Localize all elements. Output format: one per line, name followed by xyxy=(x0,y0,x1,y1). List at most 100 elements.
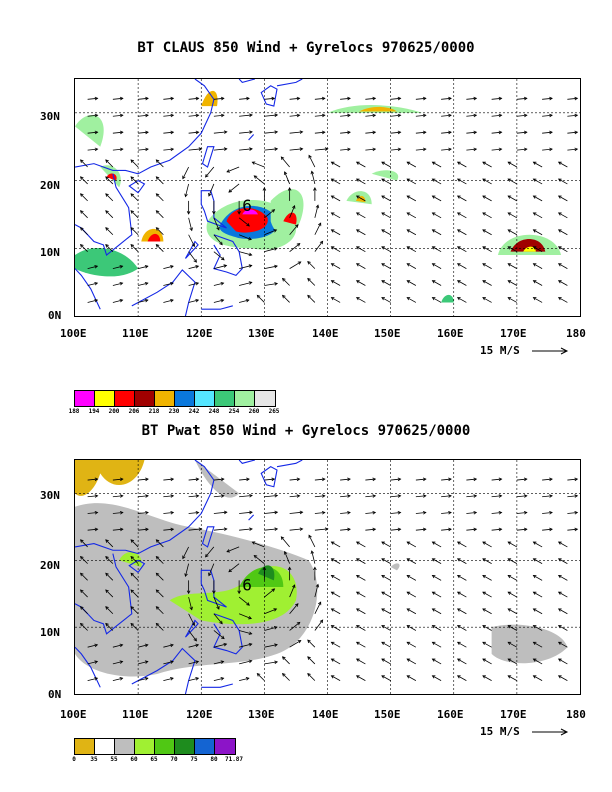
wind-arrow xyxy=(112,660,124,665)
wind-arrow xyxy=(355,608,366,615)
wind-arrow xyxy=(456,263,467,269)
wind-arrow xyxy=(184,183,190,198)
wind-arrow xyxy=(365,527,377,532)
wind-arrow xyxy=(491,113,503,118)
wind-arrow xyxy=(213,251,225,261)
wind-arrow xyxy=(87,130,99,135)
wind-arrow xyxy=(239,130,253,134)
wind-arrow xyxy=(365,147,377,152)
wind-arrow xyxy=(155,244,164,252)
wind-arrow xyxy=(188,494,200,498)
wind-arrow xyxy=(330,178,341,185)
wind-arrow xyxy=(390,130,402,135)
wind-arrow xyxy=(365,113,377,118)
wind-arrow xyxy=(390,477,402,482)
wind-arrow xyxy=(314,510,326,515)
coastline xyxy=(248,134,255,141)
wind-arrow xyxy=(289,224,299,235)
coastline xyxy=(75,268,101,310)
wind-arrow xyxy=(239,281,253,286)
wind-arrow xyxy=(482,558,492,564)
wind-arrow xyxy=(431,229,442,236)
wind-arrow xyxy=(567,113,579,118)
wind-arrow xyxy=(87,494,99,498)
wind-arrow xyxy=(431,675,442,681)
wind-arrow xyxy=(406,591,417,598)
storm-marker: 6 xyxy=(242,575,252,594)
wind-arrow xyxy=(441,510,452,515)
wind-arrow xyxy=(507,675,518,681)
wind-arrow xyxy=(105,622,114,631)
wind-arrow xyxy=(163,677,174,682)
wind-arrow xyxy=(482,212,492,219)
wind-arrow xyxy=(482,541,492,548)
wind-arrow xyxy=(567,147,579,152)
wind-arrow xyxy=(431,212,442,219)
wind-arrow xyxy=(532,195,543,202)
wind-arrow xyxy=(557,263,568,269)
wind-arrow xyxy=(239,298,250,303)
wind-arrow xyxy=(381,641,391,648)
wind-arrow xyxy=(238,217,250,227)
wind-arrow xyxy=(365,477,377,482)
wind-arrow xyxy=(289,640,302,648)
wind-arrow xyxy=(213,130,228,134)
wind-arrow xyxy=(330,246,341,253)
wind-arrow xyxy=(567,130,579,135)
wind-arrow xyxy=(466,510,478,515)
wind-arrow xyxy=(415,510,427,515)
wind-arrow xyxy=(516,510,528,515)
claus-lon-label: 180 xyxy=(566,327,586,340)
wind-arrow xyxy=(507,658,518,665)
wind-arrow xyxy=(314,619,324,631)
coastline xyxy=(201,146,215,168)
wind-arrow xyxy=(188,234,195,248)
wind-arrow xyxy=(406,178,417,185)
wind-arrow xyxy=(507,195,518,202)
colorbar-label: 35 xyxy=(90,756,98,763)
wind-arrow xyxy=(138,527,149,532)
wind-arrow xyxy=(415,96,427,101)
wind-arrow xyxy=(283,171,290,185)
wind-arrow xyxy=(155,227,164,236)
wind-arrow xyxy=(264,147,279,151)
wind-arrow xyxy=(228,563,240,573)
wind-arrow xyxy=(557,195,568,202)
wind-arrow xyxy=(79,555,88,564)
wind-arrow xyxy=(406,280,417,286)
wind-arrow xyxy=(307,260,316,269)
wind-arrow xyxy=(205,546,215,558)
wind-arrow xyxy=(431,591,442,598)
wind-arrow xyxy=(79,193,88,202)
wind-arrow xyxy=(415,113,427,118)
wind-arrow xyxy=(264,493,279,498)
wind-arrow xyxy=(87,477,99,482)
wind-arrow xyxy=(188,527,203,531)
coastline xyxy=(276,79,303,87)
wind-arrow xyxy=(330,575,341,581)
wind-arrow xyxy=(482,658,492,665)
wind-arrow xyxy=(112,677,124,682)
wind-arrow xyxy=(456,280,467,286)
wind-arrow xyxy=(507,263,518,269)
wind-arrow xyxy=(188,298,200,303)
wind-arrow xyxy=(138,281,149,286)
wind-arrow xyxy=(441,527,452,532)
wind-arrow xyxy=(138,494,149,498)
wind-arrow xyxy=(355,591,366,598)
wind-arrow xyxy=(138,510,149,515)
wind-arrow xyxy=(264,130,279,134)
wind-arrow xyxy=(456,297,467,303)
wind-arrow xyxy=(105,572,114,581)
wind-arrow xyxy=(431,641,442,648)
wind-arrow xyxy=(213,613,223,625)
coastline xyxy=(184,240,199,259)
wind-arrow xyxy=(188,643,200,648)
wind-arrow xyxy=(406,558,417,564)
wind-arrow xyxy=(355,263,366,269)
wind-arrow xyxy=(441,113,452,118)
wind-arrow xyxy=(256,294,265,303)
wind-arrow xyxy=(188,96,200,101)
wind-arrow xyxy=(340,113,351,118)
wind-arrow xyxy=(155,606,164,615)
